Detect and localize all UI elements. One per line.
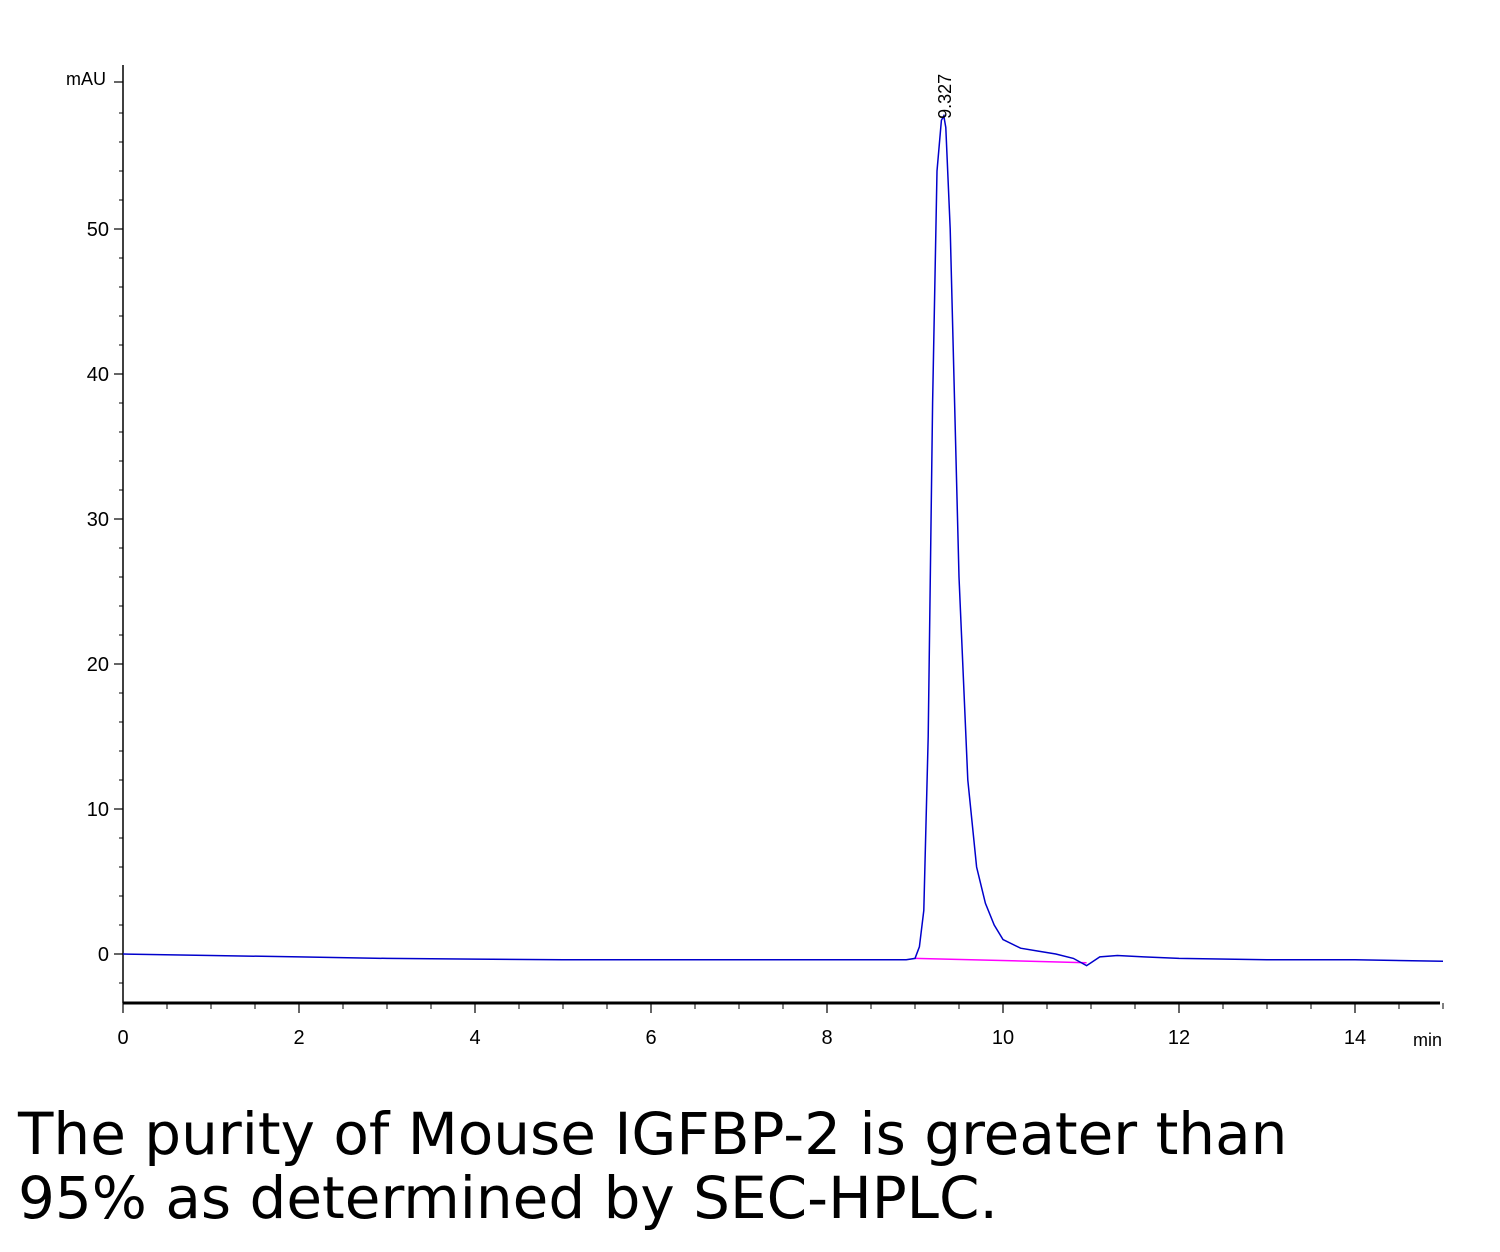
caption-line-1: The purity of Mouse IGFBP-2 is greater t… xyxy=(18,1100,1288,1168)
y-tick-label: 20 xyxy=(87,654,109,676)
x-minor-ticks xyxy=(166,1003,1444,1009)
x-tick-label: 2 xyxy=(293,1027,304,1049)
x-tick-label: 4 xyxy=(469,1027,480,1049)
signal-trace xyxy=(122,113,1444,967)
x-tick-label: 8 xyxy=(821,1027,832,1049)
y-tick-label: 0 xyxy=(98,944,109,966)
caption: The purity of Mouse IGFBP-2 is greater t… xyxy=(18,1102,1478,1230)
x-tick-label: 10 xyxy=(992,1027,1014,1049)
x-major-ticks: 0 2 4 6 8 10 12 14 xyxy=(117,1003,1366,1049)
y-tick-label: 30 xyxy=(87,509,109,531)
x-tick-label: 0 xyxy=(117,1027,128,1049)
y-axis-unit-label: mAU xyxy=(66,69,106,89)
integration-baseline xyxy=(914,957,1087,964)
x-tick-label: 14 xyxy=(1344,1027,1366,1049)
y-tick-label: 50 xyxy=(87,219,109,241)
y-tick-label: 10 xyxy=(87,799,109,821)
y-major-ticks: 0 10 20 30 40 50 xyxy=(87,81,123,966)
peak-retention-label: 9.327 xyxy=(935,74,955,119)
x-tick-label: 6 xyxy=(645,1027,656,1049)
x-tick-label: 12 xyxy=(1168,1027,1190,1049)
y-tick-label: 40 xyxy=(87,364,109,386)
x-axis-unit-label: min xyxy=(1413,1030,1442,1050)
caption-line-2: 95% as determined by SEC-HPLC. xyxy=(18,1164,998,1232)
chromatogram-chart: 0 10 20 30 40 50 0 2 4 6 8 10 12 14 mAU min 9.327 xyxy=(66,65,1444,1050)
y-minor-ticks xyxy=(119,112,123,984)
